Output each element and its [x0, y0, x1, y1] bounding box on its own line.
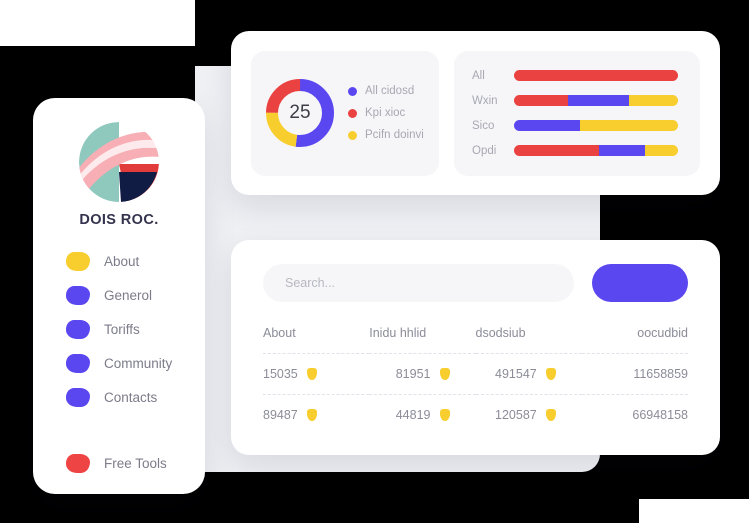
cell-value: 120587 — [495, 408, 537, 422]
sidebar-item-label: Free Tools — [104, 455, 167, 471]
donut-chart: 25 — [264, 77, 336, 149]
bar-track — [514, 145, 678, 156]
cell-value: 66948158 — [632, 408, 688, 422]
bar-label: Wxin — [472, 94, 498, 107]
sidebar-item-label: Contacts — [104, 389, 158, 405]
bar-row: Opdi — [472, 145, 678, 157]
legend-item: All cidosd — [348, 85, 424, 97]
bar-segment-red — [514, 145, 600, 156]
shield-icon — [439, 409, 450, 421]
cell-value: 11658859 — [633, 367, 688, 381]
bar-segment-purple — [568, 95, 629, 106]
column-header[interactable]: dsodsiub — [475, 326, 526, 340]
table-cell: 66948158 — [581, 394, 688, 435]
table-cell: 44819 — [369, 394, 476, 435]
blob-icon — [66, 353, 90, 373]
shield-icon — [306, 409, 317, 421]
blob-icon — [66, 387, 90, 407]
legend-dot-icon — [348, 130, 357, 140]
search-input[interactable] — [263, 264, 574, 302]
table-row: 15035 81951 491547 — [263, 353, 688, 395]
column-header[interactable]: About — [263, 326, 296, 340]
donut-center-value: 25 — [289, 102, 311, 123]
shield-icon — [545, 409, 556, 421]
data-table: About Inidu hhlid dsodsiub oocudbid 1503… — [263, 326, 688, 435]
sidebar-item-label: Generol — [104, 287, 153, 303]
blob-icon — [66, 251, 90, 271]
sidebar-item-label: Toriffs — [104, 321, 140, 337]
column-header[interactable]: oocudbid — [637, 326, 688, 340]
analytics-card: 25 All cidosd Kpi xioc Pcifn doinvi — [231, 31, 720, 195]
bar-segment-yellow — [628, 95, 678, 106]
sidebar-item-about[interactable]: About — [33, 244, 205, 278]
bar-segment-red — [514, 70, 678, 81]
table-header-row: About Inidu hhlid dsodsiub oocudbid — [263, 326, 688, 354]
sidebar-item-community[interactable]: Community — [33, 346, 205, 380]
bar-segment-purple — [514, 120, 580, 131]
cell-value: 89487 — [263, 408, 298, 422]
sidebar: DOIS ROC. About Generol Toriffs Communit… — [33, 98, 205, 494]
column-header[interactable]: Inidu hhlid — [369, 326, 427, 340]
legend-dot-icon — [348, 108, 357, 118]
sidebar-item-contacts[interactable]: Contacts — [33, 380, 205, 414]
bar-track — [514, 95, 678, 106]
donut-legend: All cidosd Kpi xioc Pcifn doinvi — [348, 85, 424, 141]
shield-icon — [439, 368, 450, 380]
bar-track — [514, 120, 678, 131]
shield-icon — [545, 368, 556, 380]
sidebar-item-free-tools[interactable]: Free Tools — [33, 446, 205, 480]
legend-item: Pcifn doinvi — [348, 129, 424, 141]
legend-label: All cidosd — [365, 85, 415, 97]
cell-value: 15035 — [263, 367, 298, 381]
bar-row: All — [472, 70, 678, 82]
circular-abstract-logo-icon — [77, 120, 161, 204]
table-cell: 120587 — [475, 394, 582, 435]
sidebar-item-generol[interactable]: Generol — [33, 278, 205, 312]
legend-item: Kpi xioc — [348, 107, 424, 119]
table-cell: 81951 — [369, 353, 476, 395]
bar-track — [514, 70, 678, 81]
search-row — [263, 264, 688, 302]
bar-label: Sico — [472, 119, 495, 132]
sidebar-item-label: Community — [104, 355, 173, 371]
table-cell: 15035 — [263, 353, 370, 395]
blob-icon — [66, 285, 90, 305]
bar-row: Sico — [472, 120, 678, 132]
table-cell: 491547 — [475, 353, 582, 395]
sidebar-item-label: About — [104, 253, 140, 269]
table-row: 89487 44819 120587 — [263, 394, 688, 435]
cell-value: 491547 — [495, 367, 537, 381]
sidebar-item-toriffs[interactable]: Toriffs — [33, 312, 205, 346]
data-table-card: About Inidu hhlid dsodsiub oocudbid 1503… — [231, 240, 720, 455]
blob-icon — [66, 319, 90, 339]
bar-row: Wxin — [472, 95, 678, 107]
table-cell: 89487 — [263, 394, 370, 435]
background-plate-bottom-right — [639, 499, 749, 523]
cell-value: 44819 — [395, 408, 431, 422]
bar-label: Opdi — [472, 144, 497, 157]
bar-segment-yellow — [645, 145, 678, 156]
bar-chart-panel: All Wxin Sico — [454, 50, 700, 176]
table-cell: 11658859 — [581, 353, 688, 395]
shield-icon — [306, 368, 317, 380]
sidebar-nav: About Generol Toriffs Community Contacts… — [33, 244, 205, 480]
bar-segment-purple — [599, 145, 646, 156]
search-button[interactable] — [592, 264, 688, 302]
bar-segment-red — [514, 95, 569, 106]
blob-icon — [66, 453, 90, 473]
legend-label: Kpi xioc — [365, 107, 406, 119]
background-plate-top-left — [0, 0, 195, 46]
cell-value: 81951 — [395, 367, 431, 381]
legend-dot-icon — [348, 86, 357, 96]
brand-title: DOIS ROC. — [79, 212, 159, 228]
bar-label: All — [472, 69, 485, 82]
donut-chart-panel: 25 All cidosd Kpi xioc Pcifn doinvi — [251, 50, 439, 176]
bar-segment-yellow — [579, 120, 678, 131]
legend-label: Pcifn doinvi — [365, 129, 424, 141]
